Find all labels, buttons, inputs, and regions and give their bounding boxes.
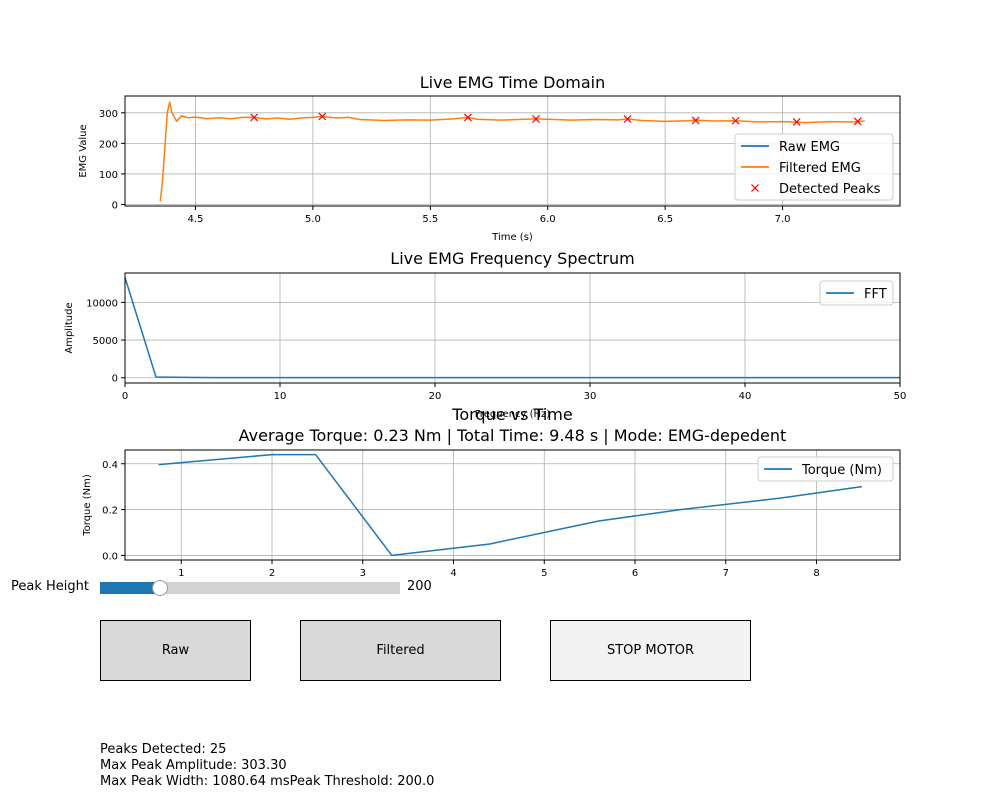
- legend-label: Detected Peaks: [779, 182, 881, 197]
- x-tick-label: 7: [723, 568, 729, 579]
- stop-motor-button[interactable]: STOP MOTOR: [550, 620, 751, 681]
- y-tick-label: 100: [99, 170, 118, 181]
- x-tick-label: 4.5: [188, 214, 204, 225]
- legend-label: Raw EMG: [779, 140, 840, 155]
- plot-frame: [124, 449, 901, 561]
- y-tick-label: 0.0: [102, 551, 118, 562]
- peak-marker-stroke: [623, 114, 632, 123]
- plot-frame: [124, 272, 901, 384]
- peak-marker: [691, 116, 700, 125]
- y-tick-label: 300: [99, 109, 118, 120]
- x-tick-label: 50: [894, 391, 907, 402]
- peak-marker: [853, 117, 862, 126]
- series-line-1: [158, 453, 862, 557]
- y-tick-label: 0.4: [102, 460, 118, 471]
- raw-button[interactable]: Raw: [100, 620, 251, 681]
- legend-label: FFT: [864, 287, 887, 302]
- y-axis-label: Amplitude: [64, 302, 75, 353]
- legend-label: Filtered EMG: [779, 161, 861, 176]
- max-peak-amplitude-text: Max Peak Amplitude: 303.30: [100, 758, 287, 773]
- stats-panel: Peaks Detected: 25 Max Peak Amplitude: 3…: [100, 742, 434, 790]
- legend-box: [757, 456, 894, 482]
- x-tick-label: 5.5: [422, 214, 438, 225]
- chart-title: Live EMG Frequency Spectrum: [390, 249, 634, 268]
- peak-marker: [532, 114, 540, 123]
- x-tick-label: 3: [360, 568, 366, 579]
- peak-marker-stroke: [731, 116, 740, 125]
- y-axis-label: EMG Value: [78, 124, 89, 177]
- x-axis-label: Time (s): [491, 232, 533, 243]
- x-tick-label: 5.0: [305, 214, 321, 225]
- legend-box: [819, 280, 894, 306]
- legend-label: Torque (Nm): [801, 463, 882, 478]
- series-line-1: [124, 277, 900, 379]
- y-tick-label: 10000: [86, 298, 118, 309]
- x-tick-label: 4: [450, 568, 456, 579]
- peak-marker-stroke: [532, 114, 540, 123]
- x-tick-label: 7.0: [775, 214, 791, 225]
- y-tick-label: 0: [112, 200, 118, 211]
- y-tick-label: 0.2: [102, 506, 118, 517]
- x-tick-label: 2: [269, 568, 275, 579]
- peak-marker-stroke: [853, 117, 862, 126]
- peak-height-slider[interactable]: [100, 580, 400, 596]
- x-tick-label: 30: [584, 391, 597, 402]
- chart-1: [121, 95, 901, 210]
- peak-marker-stroke: [691, 116, 700, 125]
- series-line-2: [159, 101, 865, 202]
- legend-box: [734, 133, 894, 201]
- chart-2: [121, 272, 901, 387]
- x-tick-label: 6: [632, 568, 638, 579]
- chart-3: [121, 449, 901, 564]
- peak-marker-stroke: [463, 113, 472, 122]
- slider-handle[interactable]: [152, 580, 168, 596]
- x-tick-label: 6.5: [657, 214, 673, 225]
- max-peak-width-text: Max Peak Width: 1080.64 msPeak Threshold…: [100, 774, 435, 789]
- peak-marker-stroke: [250, 113, 259, 122]
- x-axis-label: Frequency (Hz): [475, 409, 551, 420]
- chart-title: Live EMG Time Domain: [420, 73, 605, 92]
- peak-marker: [318, 112, 327, 121]
- peak-height-value: 200: [407, 579, 432, 594]
- peak-marker: [250, 113, 259, 122]
- peaks-detected-text: Peaks Detected: 25: [100, 742, 227, 757]
- x-tick-label: 10: [274, 391, 287, 402]
- y-axis-label: Torque (Nm): [82, 474, 93, 537]
- peak-marker-stroke: [318, 112, 327, 121]
- peak-marker: [463, 113, 472, 122]
- x-tick-label: 1: [178, 568, 184, 579]
- x-tick-label: 6.0: [540, 214, 556, 225]
- slider-fill: [100, 582, 160, 594]
- peak-marker-stroke: [792, 118, 801, 126]
- chart-title: Torque vs Time: [451, 405, 572, 424]
- peak-marker: [792, 118, 801, 126]
- x-tick-label: 8: [813, 568, 819, 579]
- y-tick-label: 5000: [93, 336, 118, 347]
- x-tick-label: 40: [739, 391, 752, 402]
- y-tick-label: 200: [99, 139, 118, 150]
- plot-frame: [124, 95, 901, 207]
- y-tick-label: 0: [112, 374, 118, 385]
- x-tick-label: 20: [429, 391, 442, 402]
- peak-marker: [731, 116, 740, 125]
- x-tick-label: 0: [122, 391, 128, 402]
- chart-subtitle: Average Torque: 0.23 Nm | Total Time: 9.…: [239, 426, 787, 445]
- peak-marker: [623, 114, 632, 123]
- filtered-button[interactable]: Filtered: [300, 620, 501, 681]
- peak-height-label: Peak Height: [11, 579, 89, 594]
- legend-marker: [751, 184, 759, 192]
- x-tick-label: 5: [541, 568, 547, 579]
